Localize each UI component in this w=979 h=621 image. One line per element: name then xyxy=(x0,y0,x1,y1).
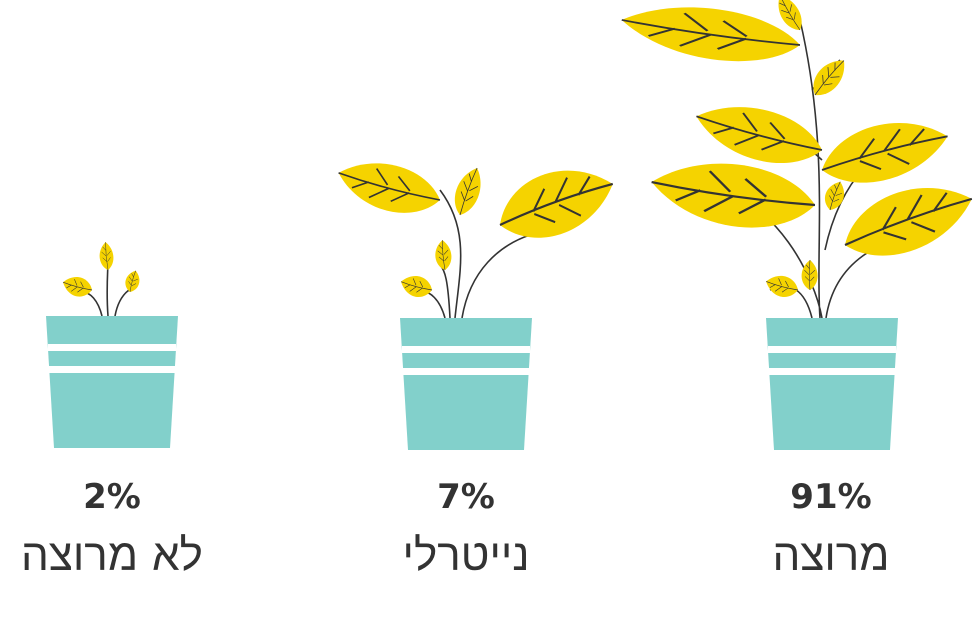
label: מרוצה xyxy=(772,530,889,581)
percent: 7% xyxy=(437,477,495,517)
plant-large xyxy=(616,0,979,450)
percent: 91% xyxy=(790,477,871,517)
percent: 2% xyxy=(83,477,141,517)
plant-medium xyxy=(331,150,624,450)
plant-small xyxy=(46,241,178,448)
label: נייטרלי xyxy=(403,530,530,581)
label: לא מרוצה xyxy=(21,530,203,581)
